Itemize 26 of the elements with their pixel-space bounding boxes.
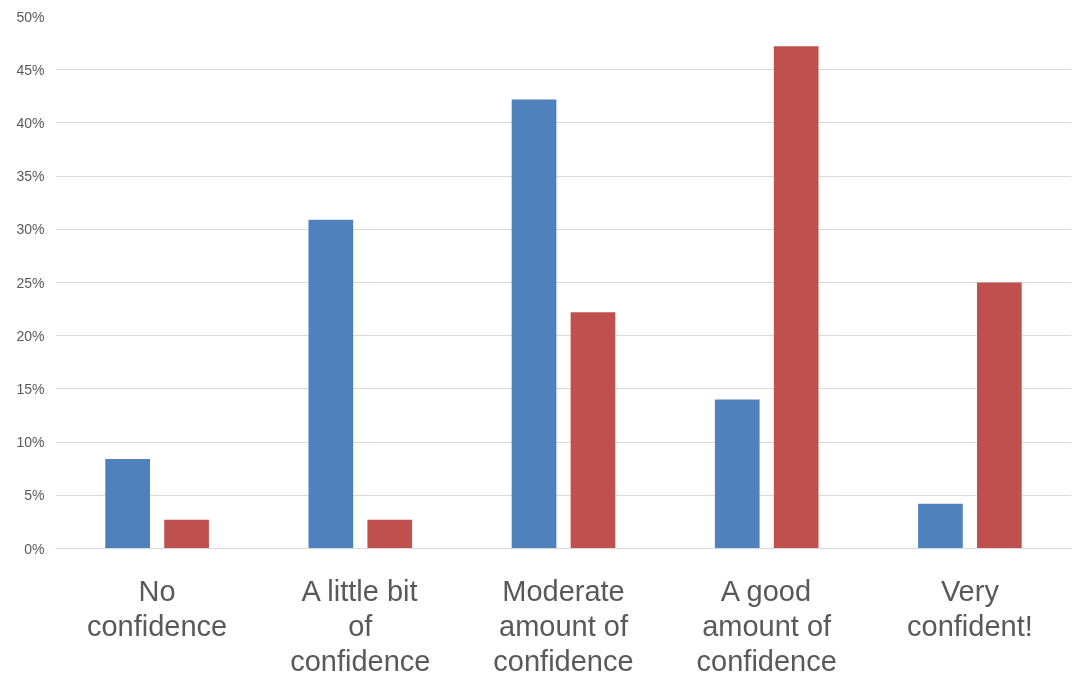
bar xyxy=(714,399,760,549)
bar xyxy=(773,46,819,549)
bar xyxy=(367,519,413,549)
y-tick-label: 45% xyxy=(16,61,45,78)
x-tick-label: No confidence xyxy=(86,574,228,642)
y-tick-label: 20% xyxy=(16,327,45,344)
x-tick-label: A good amount of confidence xyxy=(696,574,837,677)
bar xyxy=(918,503,963,549)
y-tick-label: 0% xyxy=(24,540,45,557)
bar xyxy=(511,99,557,549)
bar xyxy=(570,312,616,549)
x-tick-label: Moderate amount of confidence xyxy=(493,574,634,677)
x-tick-label: A little bit of confidence xyxy=(290,574,431,677)
y-tick-label: 50% xyxy=(16,8,45,25)
y-tick-label: 40% xyxy=(16,114,45,131)
y-tick-label: 15% xyxy=(16,380,45,397)
y-tick-label: 30% xyxy=(16,221,45,238)
bar xyxy=(977,282,1022,549)
bar xyxy=(308,219,354,549)
y-tick-label: 25% xyxy=(16,274,45,291)
x-tick-label: Very confident! xyxy=(907,574,1033,642)
y-tick-label: 5% xyxy=(24,487,45,504)
bar xyxy=(105,459,150,549)
y-tick-label: 10% xyxy=(16,434,45,451)
y-tick-label: 35% xyxy=(16,168,45,185)
bar xyxy=(164,519,209,549)
